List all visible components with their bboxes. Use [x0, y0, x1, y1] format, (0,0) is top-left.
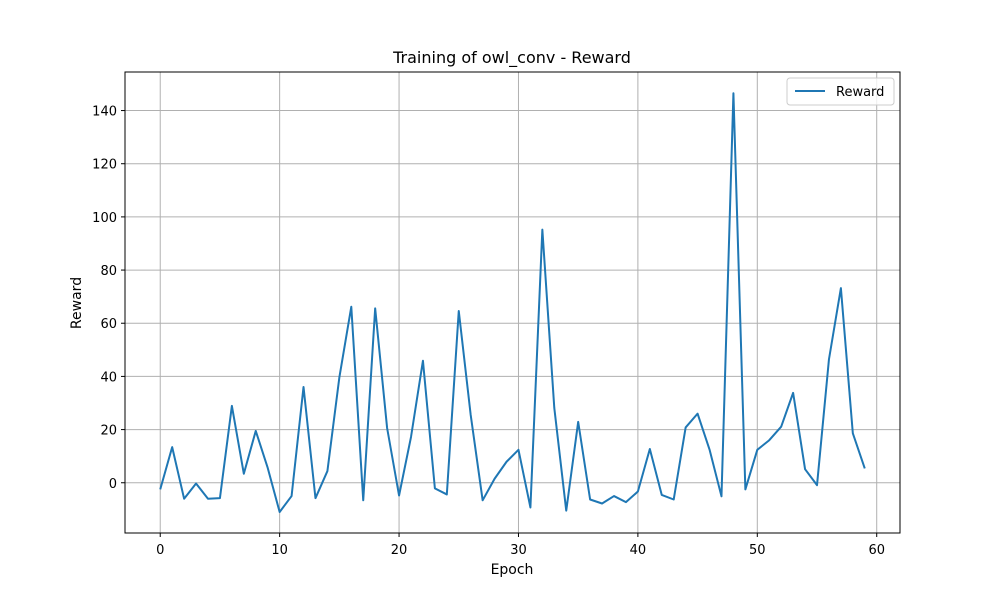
x-tick-label: 10 [271, 543, 288, 558]
series-line-reward [159, 92, 866, 513]
x-tick-label: 20 [391, 543, 408, 558]
series-layer [159, 92, 866, 513]
y-tick-label: 140 [92, 105, 117, 120]
y-axis-label: Reward [69, 277, 85, 329]
x-tick-label: 40 [630, 543, 647, 558]
x-tick-label: 50 [749, 543, 766, 558]
legend: Reward [786, 77, 895, 106]
y-tick-label: 60 [100, 317, 117, 332]
plot-frame [124, 71, 901, 534]
x-axis-ticks: 0 10 20 30 40 50 60 [156, 533, 885, 558]
chart-title: Training of owl_conv - Reward [392, 48, 631, 68]
legend-box [786, 77, 895, 106]
y-tick-label: 120 [92, 158, 117, 173]
x-axis-label: Epoch [491, 562, 534, 578]
y-tick-label: 20 [100, 424, 117, 439]
y-tick-label: 0 [109, 477, 117, 492]
y-tick-label: 80 [100, 264, 117, 279]
x-tick-label: 0 [156, 543, 164, 558]
legend-label-reward: Reward [836, 85, 884, 100]
y-axis-ticks: 0 20 40 60 80 100 120 140 [92, 105, 125, 492]
grid-lines [125, 72, 900, 533]
x-tick-label: 60 [868, 543, 885, 558]
x-tick-label: 30 [510, 543, 527, 558]
y-tick-label: 100 [92, 211, 117, 226]
y-tick-label: 40 [100, 370, 117, 385]
